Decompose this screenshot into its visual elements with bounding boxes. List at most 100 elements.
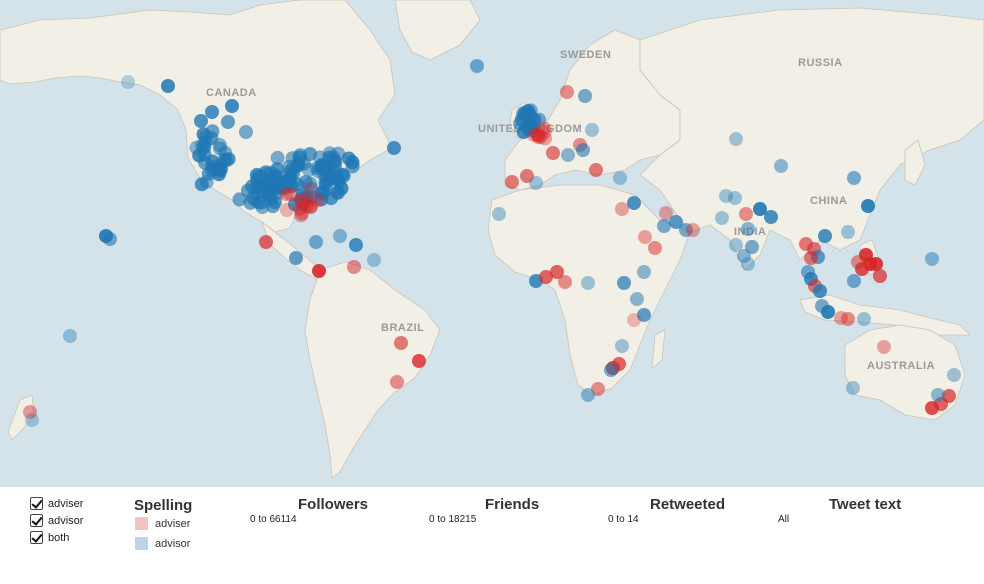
tweet-marker[interactable]	[218, 145, 233, 160]
tweet-marker[interactable]	[303, 200, 318, 214]
tweet-marker[interactable]	[270, 150, 285, 165]
tweet-marker[interactable]	[387, 141, 401, 155]
tweet-marker[interactable]	[394, 336, 408, 350]
tweet-marker[interactable]	[299, 199, 314, 214]
tweet-marker[interactable]	[847, 274, 861, 288]
tweet-marker[interactable]	[585, 123, 599, 137]
tweet-marker[interactable]	[239, 125, 253, 139]
tweet-marker[interactable]	[347, 260, 361, 274]
tweet-marker[interactable]	[729, 238, 743, 252]
tweet-marker[interactable]	[581, 276, 595, 290]
tweet-marker[interactable]	[264, 191, 279, 206]
tweet-marker[interactable]	[336, 168, 351, 183]
tweet-marker[interactable]	[23, 405, 37, 419]
tweet-marker[interactable]	[523, 103, 538, 118]
tweet-marker[interactable]	[576, 143, 590, 157]
tweet-marker[interactable]	[630, 292, 644, 306]
tweet-marker[interactable]	[284, 162, 299, 177]
tweet-marker[interactable]	[560, 85, 574, 99]
tweet-marker[interactable]	[931, 388, 945, 402]
tweet-marker[interactable]	[546, 146, 560, 160]
tweet-marker[interactable]	[637, 265, 651, 279]
tweet-marker[interactable]	[367, 253, 381, 267]
tweet-marker[interactable]	[103, 232, 117, 246]
tweet-marker[interactable]	[861, 199, 875, 213]
tweet-marker[interactable]	[294, 208, 308, 223]
tweet-marker[interactable]	[925, 252, 939, 266]
tweet-marker[interactable]	[412, 354, 426, 368]
tweet-marker[interactable]	[615, 202, 629, 216]
tweet-marker[interactable]	[841, 225, 855, 239]
checkbox-advisor[interactable]	[30, 514, 43, 527]
tweet-marker[interactable]	[728, 191, 742, 205]
tweet-marker[interactable]	[317, 162, 332, 177]
tweet-marker[interactable]	[318, 178, 333, 193]
checkbox-both[interactable]	[30, 531, 43, 544]
tweet-marker[interactable]	[294, 194, 309, 209]
tweet-marker[interactable]	[245, 179, 260, 194]
tweet-marker[interactable]	[627, 196, 641, 210]
tweet-marker[interactable]	[259, 235, 273, 249]
tweet-marker[interactable]	[258, 166, 273, 181]
tweet-marker[interactable]	[741, 257, 755, 271]
tweet-marker[interactable]	[322, 146, 337, 161]
checkbox-adviser[interactable]	[30, 497, 43, 510]
tweet-marker[interactable]	[821, 305, 835, 319]
tweet-marker[interactable]	[877, 340, 891, 354]
tweet-marker[interactable]	[303, 176, 318, 191]
tweet-marker[interactable]	[295, 206, 309, 221]
friends-range[interactable]: 0 to 18215	[429, 514, 477, 525]
tweet-marker[interactable]	[470, 59, 484, 73]
world-map[interactable]: CANADA SWEDEN RUSSIA UNITED KINGDOM CHIN…	[0, 0, 984, 487]
tweet-marker[interactable]	[741, 222, 755, 236]
tweet-marker[interactable]	[309, 235, 323, 249]
tweet-marker[interactable]	[947, 368, 961, 382]
tweet-marker[interactable]	[289, 251, 303, 265]
tweet-marker[interactable]	[847, 171, 861, 185]
tweet-marker[interactable]	[300, 193, 315, 208]
tweet-marker[interactable]	[121, 75, 135, 89]
map-canvas[interactable]: CANADA SWEDEN RUSSIA UNITED KINGDOM CHIN…	[0, 0, 984, 487]
tweet-marker[interactable]	[349, 238, 363, 252]
tweet-marker[interactable]	[550, 265, 564, 279]
tweet-marker[interactable]	[669, 215, 683, 229]
tweet-marker[interactable]	[657, 219, 671, 233]
tweet-marker[interactable]	[212, 164, 227, 179]
tweet-marker[interactable]	[537, 121, 552, 136]
tweet-marker[interactable]	[225, 99, 239, 113]
filter-adviser[interactable]: adviser	[30, 497, 83, 510]
tweet-marker[interactable]	[648, 241, 662, 255]
tweet-marker[interactable]	[627, 313, 641, 327]
tweet-marker[interactable]	[813, 284, 827, 298]
tweet-marker[interactable]	[589, 163, 603, 177]
tweet-marker[interactable]	[312, 264, 326, 278]
tweet-marker[interactable]	[531, 130, 546, 145]
filter-advisor[interactable]: advisor	[30, 514, 83, 527]
tweet-marker[interactable]	[279, 187, 294, 202]
tweet-marker[interactable]	[561, 148, 575, 162]
tweet-marker[interactable]	[739, 207, 753, 221]
tweet-marker[interactable]	[615, 339, 629, 353]
tweet-marker[interactable]	[659, 206, 673, 220]
tweet-marker[interactable]	[205, 105, 219, 119]
tweet-marker[interactable]	[538, 131, 553, 146]
tweet-marker[interactable]	[558, 275, 572, 289]
retweeted-range[interactable]: 0 to 14	[608, 514, 639, 525]
tweet-marker[interactable]	[578, 89, 592, 103]
tweet-marker[interactable]	[279, 203, 294, 217]
tweet-marker[interactable]	[302, 182, 317, 197]
tweet-marker[interactable]	[232, 192, 247, 207]
tweet-marker[interactable]	[637, 308, 651, 322]
tweet-marker[interactable]	[745, 240, 759, 254]
tweet-marker[interactable]	[520, 169, 534, 183]
tweet-marker[interactable]	[617, 276, 631, 290]
tweet-marker[interactable]	[638, 230, 652, 244]
tweet-marker[interactable]	[303, 200, 318, 214]
tweet-marker[interactable]	[63, 329, 77, 343]
tweet-marker[interactable]	[243, 195, 258, 210]
tweet-marker[interactable]	[194, 114, 208, 128]
tweet-marker[interactable]	[199, 174, 214, 189]
tweet-marker[interactable]	[293, 201, 308, 216]
tweet-marker[interactable]	[333, 229, 347, 243]
tweet-marker[interactable]	[288, 197, 302, 212]
